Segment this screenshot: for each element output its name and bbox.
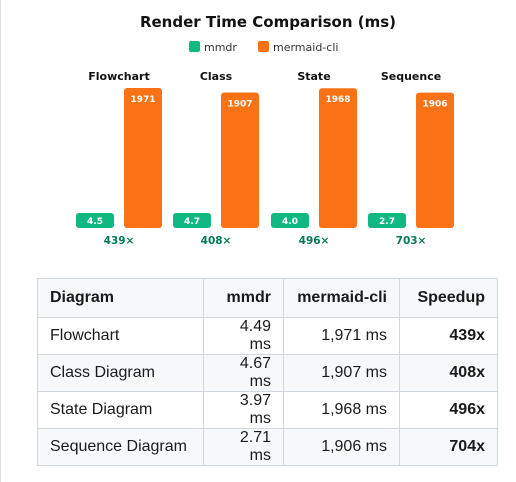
cell-mermaid-cli: 1,906 ms (283, 428, 400, 466)
speedup-label: 408× (201, 235, 232, 247)
cell-mermaid-cli: 1,907 ms (283, 354, 400, 392)
header-diagram: Diagram (37, 278, 204, 318)
bar-mmdr (76, 213, 114, 228)
speedup-label: 439× (104, 235, 135, 247)
cell-speedup: 408x (399, 354, 498, 392)
category-label: Class (200, 70, 233, 83)
category-label: Sequence (381, 70, 441, 83)
comparison-table: Diagram mmdr mermaid-cli Speedup Flowcha… (37, 278, 498, 466)
legend-label-mmdr: mmdr (204, 41, 237, 54)
legend-swatch-mermaid-cli (258, 41, 269, 52)
bar-mermaid-cli (221, 92, 259, 228)
cell-speedup: 704x (399, 428, 498, 466)
cell-diagram: Sequence Diagram (37, 428, 204, 466)
cell-mmdr: 4.49 ms (203, 317, 284, 355)
cell-diagram: Flowchart (37, 317, 204, 355)
bar-label-mmdr: 2.7 (379, 217, 395, 227)
bar-label-mmdr: 4.7 (184, 217, 200, 227)
chart-legend: mmdr mermaid-cli (189, 41, 338, 54)
legend-label-mermaid-cli: mermaid-cli (273, 41, 338, 54)
cell-mmdr: 4.67 ms (203, 354, 284, 392)
bar-label-mermaid-cli: 1971 (130, 95, 155, 105)
render-time-chart: Render Time Comparison (ms) mmdr mermaid… (76, 13, 454, 247)
category-label: Flowchart (88, 70, 149, 83)
bar-mmdr (271, 213, 309, 228)
cell-diagram: State Diagram (37, 391, 204, 429)
header-speedup: Speedup (399, 278, 498, 318)
header-mermaid-cli: mermaid-cli (283, 278, 400, 318)
table-row: Flowchart 4.49 ms 1,971 ms 439x (37, 317, 498, 355)
bar-label-mermaid-cli: 1906 (422, 100, 447, 110)
speedup-label: 703× (396, 235, 427, 247)
cell-mmdr: 3.97 ms (203, 391, 284, 429)
header-mmdr: mmdr (203, 278, 284, 318)
comparison-table-wrapper: Diagram mmdr mermaid-cli Speedup Flowcha… (37, 278, 498, 466)
speedup-label: 496× (299, 235, 330, 247)
bar-mermaid-cli (416, 92, 454, 228)
chart-bars: Flowchart 4.5 1971 439× Class 4.7 1907 408× Stat… (76, 70, 454, 247)
table-row: State Diagram 3.97 ms 1,968 ms 496x (37, 391, 498, 429)
cell-mermaid-cli: 1,971 ms (283, 317, 400, 355)
legend-swatch-mmdr (189, 41, 200, 52)
bar-label-mmdr: 4.5 (87, 217, 103, 227)
bar-label-mermaid-cli: 1907 (227, 100, 252, 110)
table-row: Class Diagram 4.67 ms 1,907 ms 408x (37, 354, 498, 392)
bar-mermaid-cli (319, 88, 357, 228)
bar-label-mmdr: 4.0 (282, 217, 298, 227)
cell-speedup: 496x (399, 391, 498, 429)
category-label: State (297, 70, 330, 83)
left-border (0, 0, 1, 482)
cell-mmdr: 2.71 ms (203, 428, 284, 466)
bar-mmdr (173, 213, 211, 228)
table-header-row: Diagram mmdr mermaid-cli Speedup (37, 278, 498, 318)
table-row: Sequence Diagram 2.71 ms 1,906 ms 704x (37, 428, 498, 466)
bar-label-mermaid-cli: 1968 (325, 95, 350, 105)
cell-speedup: 439x (399, 317, 498, 355)
bar-mermaid-cli (124, 88, 162, 228)
chart-title: Render Time Comparison (ms) (140, 13, 396, 31)
cell-mermaid-cli: 1,968 ms (283, 391, 400, 429)
cell-diagram: Class Diagram (37, 354, 204, 392)
bar-mmdr (368, 213, 406, 228)
